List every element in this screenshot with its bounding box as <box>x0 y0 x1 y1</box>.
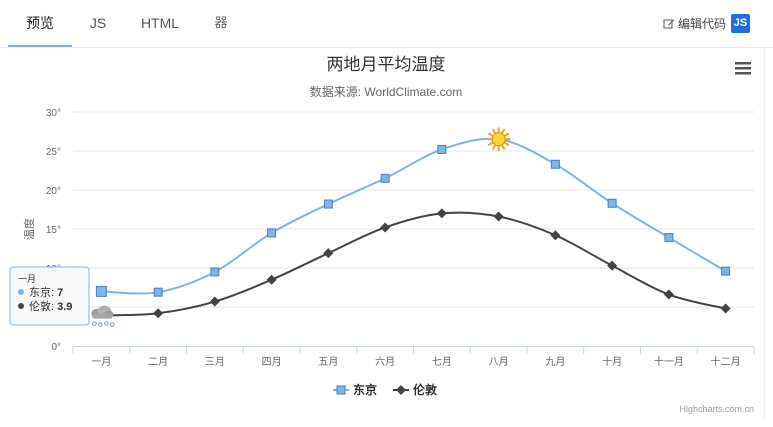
marker-icons <box>91 127 511 327</box>
y-tick-label: 30° <box>46 108 61 119</box>
x-tick-label: 十一月 <box>654 355 684 368</box>
data-point-0-5[interactable] <box>380 173 390 183</box>
data-point-0-3[interactable] <box>267 228 277 238</box>
hamburger-menu-icon[interactable] <box>734 60 752 76</box>
legend-label: 东京 <box>353 382 377 397</box>
sun-icon[interactable] <box>486 127 511 152</box>
legend-symbol <box>336 385 346 395</box>
edit-icon <box>663 19 675 28</box>
data-point-0-0[interactable] <box>95 285 107 297</box>
chart-container: 两地月平均温度 数据来源: WorldClimate.com 0°5°10°15… <box>0 47 773 422</box>
data-point-0-9[interactable] <box>607 198 617 208</box>
x-tick-label: 十二月 <box>711 355 741 368</box>
edit-code-label: 编辑代码 <box>678 17 727 31</box>
data-point-0-6[interactable] <box>437 144 447 154</box>
top-tab-bar: 预览 JS HTML 器 编辑代码 JS <box>0 0 773 48</box>
x-tick-label: 四月 <box>262 356 282 368</box>
data-point-1-8[interactable] <box>550 230 561 241</box>
tooltip-row: 伦敦: 3.9 <box>29 299 72 313</box>
data-point-1-7[interactable] <box>493 211 504 222</box>
right-divider <box>764 47 765 422</box>
data-point-0-1[interactable] <box>153 287 163 297</box>
data-point-0-10[interactable] <box>664 233 674 243</box>
data-point-1-5[interactable] <box>380 222 391 233</box>
tab-html[interactable]: HTML <box>140 15 180 31</box>
data-point-1-4[interactable] <box>323 248 334 259</box>
data-point-0-8[interactable] <box>550 159 560 169</box>
y-tick-label: 20° <box>46 186 61 197</box>
grid-lines <box>73 111 754 308</box>
x-tick-label: 八月 <box>489 356 509 368</box>
x-axis: 一月 二月 三月 四月 五月 六月 七月 八月 九月 十月 十一月 十二月 <box>72 346 755 368</box>
edit-code-button[interactable]: 编辑代码 <box>663 15 726 32</box>
x-tick-label: 十月 <box>602 355 622 368</box>
tab-qrcode[interactable]: 器 <box>214 15 228 30</box>
tab-preview[interactable]: 预览 <box>8 0 72 47</box>
tooltip-row: 东京: 7 <box>29 285 63 299</box>
tab-js[interactable]: JS <box>89 15 107 31</box>
x-tick-label: 七月 <box>432 356 452 368</box>
data-point-0-11[interactable] <box>721 266 731 276</box>
x-tick-label: 六月 <box>375 356 395 368</box>
y-axis-title: 温度 <box>22 218 36 240</box>
chart-legend: 东京 伦敦 <box>333 382 438 397</box>
y-tick-label: 0° <box>51 342 61 353</box>
chart-title: 两地月平均温度 <box>327 55 446 74</box>
legend-item-0[interactable]: 东京 <box>333 382 377 397</box>
data-point-1-11[interactable] <box>720 303 731 314</box>
tooltip-header: 一月 <box>18 274 36 284</box>
data-point-0-4[interactable] <box>323 199 333 209</box>
series-layer <box>95 137 731 319</box>
legend-item-1[interactable]: 伦敦 <box>393 382 438 397</box>
data-point-1-9[interactable] <box>607 260 618 271</box>
chart-subtitle: 数据来源: WorldClimate.com <box>310 84 462 99</box>
js-badge[interactable]: JS <box>731 14 750 33</box>
x-tick-label: 一月 <box>91 356 111 368</box>
series-line-1[interactable] <box>101 211 726 317</box>
data-point-1-1[interactable] <box>153 308 164 319</box>
y-tick-label: 15° <box>46 225 61 236</box>
data-point-1-10[interactable] <box>663 289 674 300</box>
x-tick-label: 九月 <box>545 356 565 368</box>
temperature-chart: 两地月平均温度 数据来源: WorldClimate.com 0°5°10°15… <box>9 55 755 414</box>
tooltip-series-dot <box>18 289 24 295</box>
data-point-1-3[interactable] <box>266 274 277 285</box>
x-tick-label: 二月 <box>148 356 168 368</box>
y-tick-label: 25° <box>46 147 61 158</box>
x-tick-label: 三月 <box>205 356 225 368</box>
tooltip-box <box>9 266 90 326</box>
chart-credits[interactable]: Highcharts.com.cn <box>679 404 754 414</box>
tooltip-series-dot <box>18 303 24 309</box>
x-tick-label: 五月 <box>318 356 338 368</box>
legend-label: 伦敦 <box>413 382 438 397</box>
series-line-0[interactable] <box>101 137 727 295</box>
legend-symbol <box>396 385 406 395</box>
snow-cloud-icon[interactable] <box>91 305 115 327</box>
data-point-0-2[interactable] <box>210 267 220 277</box>
data-point-1-2[interactable] <box>209 296 220 307</box>
data-point-1-6[interactable] <box>436 208 447 219</box>
